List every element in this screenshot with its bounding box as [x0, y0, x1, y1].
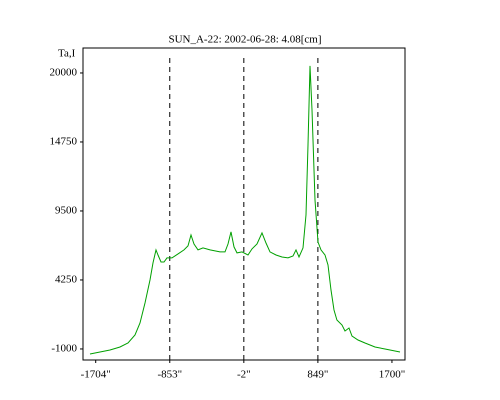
x-tick-label: -853"	[157, 369, 182, 381]
y-tick-label: -1000	[51, 342, 77, 354]
y-axis-label: Ta,I	[58, 48, 76, 60]
y-tick-label: 4250	[55, 273, 78, 285]
x-tick-label: 849"	[307, 369, 328, 381]
x-tick-label: -1704"	[81, 369, 111, 381]
y-tick-label: 9500	[55, 204, 78, 216]
x-tick-label: 1700"	[379, 369, 406, 381]
y-tick-label: 14750	[50, 135, 78, 147]
data-line	[89, 65, 401, 355]
y-tick-label: 20000	[50, 67, 78, 79]
chart-title: SUN_A-22: 2002-06-28: 4.08[cm]	[168, 34, 321, 46]
x-tick-label: -2"	[237, 369, 251, 381]
